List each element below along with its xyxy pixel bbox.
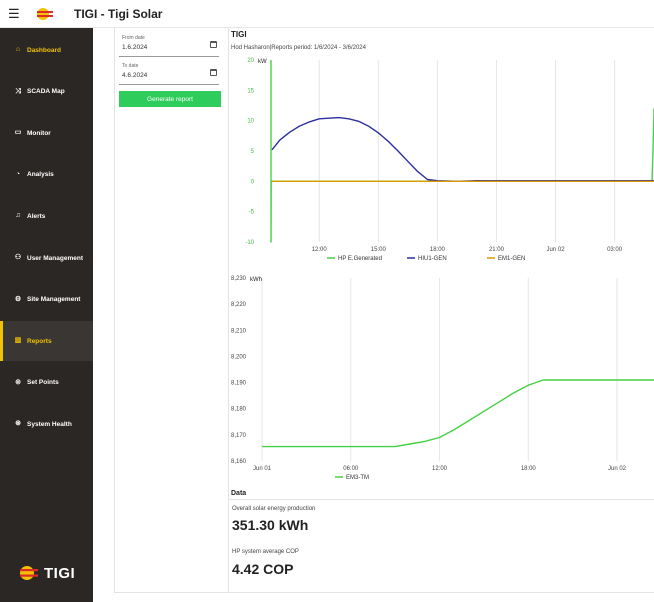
sidebar-item-dashboard[interactable]: ⌂ Dashboard [0,30,93,70]
legend-entry: EM1-GEN [498,256,525,262]
bar-chart-icon: ▥ [14,337,22,345]
series-line-1 [271,116,654,183]
sidebar-item-scada-map[interactable]: ⤨ SCADA Map [0,72,93,112]
y-tick-label: 10 [247,119,254,125]
legend-entry: HP E.Generated [338,256,382,262]
x-tick-label: 06:00 [343,466,359,472]
x-tick-label: 12:00 [312,247,328,253]
sidebar-item-system-health[interactable]: ⊛ System Health [0,404,93,444]
from-date-field[interactable]: From date 1.6.2024 [119,31,219,57]
solar-production-value: 351.30 kWh [232,517,309,533]
sidebar-item-label: Analysis [27,171,54,179]
app-title: TIGI - Tigi Solar [74,6,163,21]
sidebar-logo: TIGI [18,564,75,582]
calendar-icon[interactable] [210,41,217,48]
home-icon: ⌂ [15,46,21,53]
y-tick-label: 8,170 [231,433,247,439]
section-divider [228,499,654,500]
x-tick-label: 18:00 [521,466,537,472]
y-axis-label: kWh [250,277,262,283]
sidebar-item-label: Reports [27,337,52,345]
series-line-0 [270,60,654,243]
series-line-0 [262,379,654,448]
panel-divider [114,592,654,593]
solar-production-label: Overall solar energy production [232,506,316,512]
sidebar-item-set-points[interactable]: ⊚ Set Points [0,363,93,403]
health-icon: ⊛ [15,420,21,428]
target-icon: ⊚ [15,378,21,386]
y-tick-label: 8,160 [231,459,247,465]
energy-chart: Jun 01 06:00 12:00 18:00 Jun 02 8,230 8,220 8,2… [231,276,654,481]
sidebar-item-label: System Health [27,420,72,428]
y-tick-label: 8,230 [231,276,247,282]
monitor-icon: ▭ [14,129,22,137]
y-tick-label: 8,210 [231,328,247,334]
sidebar-item-label: Dashboard [27,46,61,54]
from-date-label: From date [122,35,145,41]
hamburger-menu-icon[interactable]: ☰ [8,5,20,21]
sidebar-item-reports[interactable]: ▥ Reports [0,321,93,362]
gear-icon: ⚙ [14,295,22,303]
x-tick-label: 18:00 [430,247,446,253]
cop-label: HP system average COP [232,549,299,555]
y-tick-label: 5 [251,149,255,155]
to-date-field[interactable]: To date 4.6.2024 [119,59,219,85]
report-title: TIGI [231,30,247,39]
y-tick-label: 0 [251,179,255,185]
data-section-title: Data [231,490,247,497]
sidebar-item-monitor[interactable]: ▭ Monitor [0,113,93,153]
sidebar-item-label: User Management [27,254,83,262]
x-tick-label: 12:00 [432,466,448,472]
x-tick-label: Jun 01 [253,466,272,472]
sidebar-item-label: SCADA Map [27,88,65,96]
to-date-value: 4.6.2024 [122,72,148,79]
generate-report-button[interactable]: Generate report [119,91,221,107]
x-tick-label: 03:00 [607,247,623,253]
from-date-value: 1.6.2024 [122,44,148,51]
sidebar-item-site-management[interactable]: ⚙ Site Management [0,280,93,320]
y-tick-label: 8,220 [231,302,247,308]
sidebar-logo-text: TIGI [44,564,76,582]
calendar-icon[interactable] [210,69,217,76]
tigi-logo-mark-icon [20,566,38,580]
top-bar: ☰ TIGI - Tigi Solar [0,0,654,28]
x-tick-label: 21:00 [489,247,505,253]
y-axis-label: kW [258,59,267,65]
y-tick-label: 15 [247,88,254,94]
legend-entry: HIU1-GEN [418,256,447,262]
bell-icon: ♫ [15,212,21,220]
y-tick-label: -5 [249,210,255,216]
panel-divider [114,28,115,593]
y-tick-label: 8,190 [231,381,247,387]
chart-icon: ◔ [15,170,21,178]
sidebar-item-label: Monitor [27,129,51,137]
sidebar: TIGI ⌂ Dashboard ⤨ SCADA Map ▭ Monitor ◔ Analys… [0,28,93,602]
y-tick-label: 8,200 [231,354,247,360]
report-subtitle: Hod Hasharon|Reports period: 1/6/2024 - … [231,45,366,51]
cop-value: 4.42 COP [232,561,294,577]
tigi-logo-icon [34,6,58,22]
x-tick-label: Jun 02 [608,466,627,472]
sidebar-item-label: Site Management [27,296,81,304]
to-date-label: To date [122,63,139,69]
x-tick-label: 15:00 [371,247,387,253]
y-tick-label: -10 [245,240,254,246]
shuffle-icon: ⤨ [15,87,21,95]
x-tick-label: Jun 02 [547,247,566,253]
legend-entry: EM3-TM [346,475,369,481]
sidebar-item-user-management[interactable]: ⚇ User Management [0,238,93,278]
panel-divider [228,28,229,593]
power-chart: 12:00 15:00 18:00 21:00 Jun 02 03:00 20 15 10 5 0 -… [245,58,654,262]
active-indicator [0,321,3,362]
sidebar-item-analysis[interactable]: ◔ Analysis [0,155,93,195]
sidebar-item-label: Set Points [27,379,59,387]
user-icon: ⚇ [14,254,22,261]
sidebar-item-alerts[interactable]: ♫ Alerts [0,196,93,236]
y-tick-label: 8,180 [231,407,247,413]
sidebar-item-label: Alerts [27,212,46,220]
y-tick-label: 20 [247,58,254,64]
